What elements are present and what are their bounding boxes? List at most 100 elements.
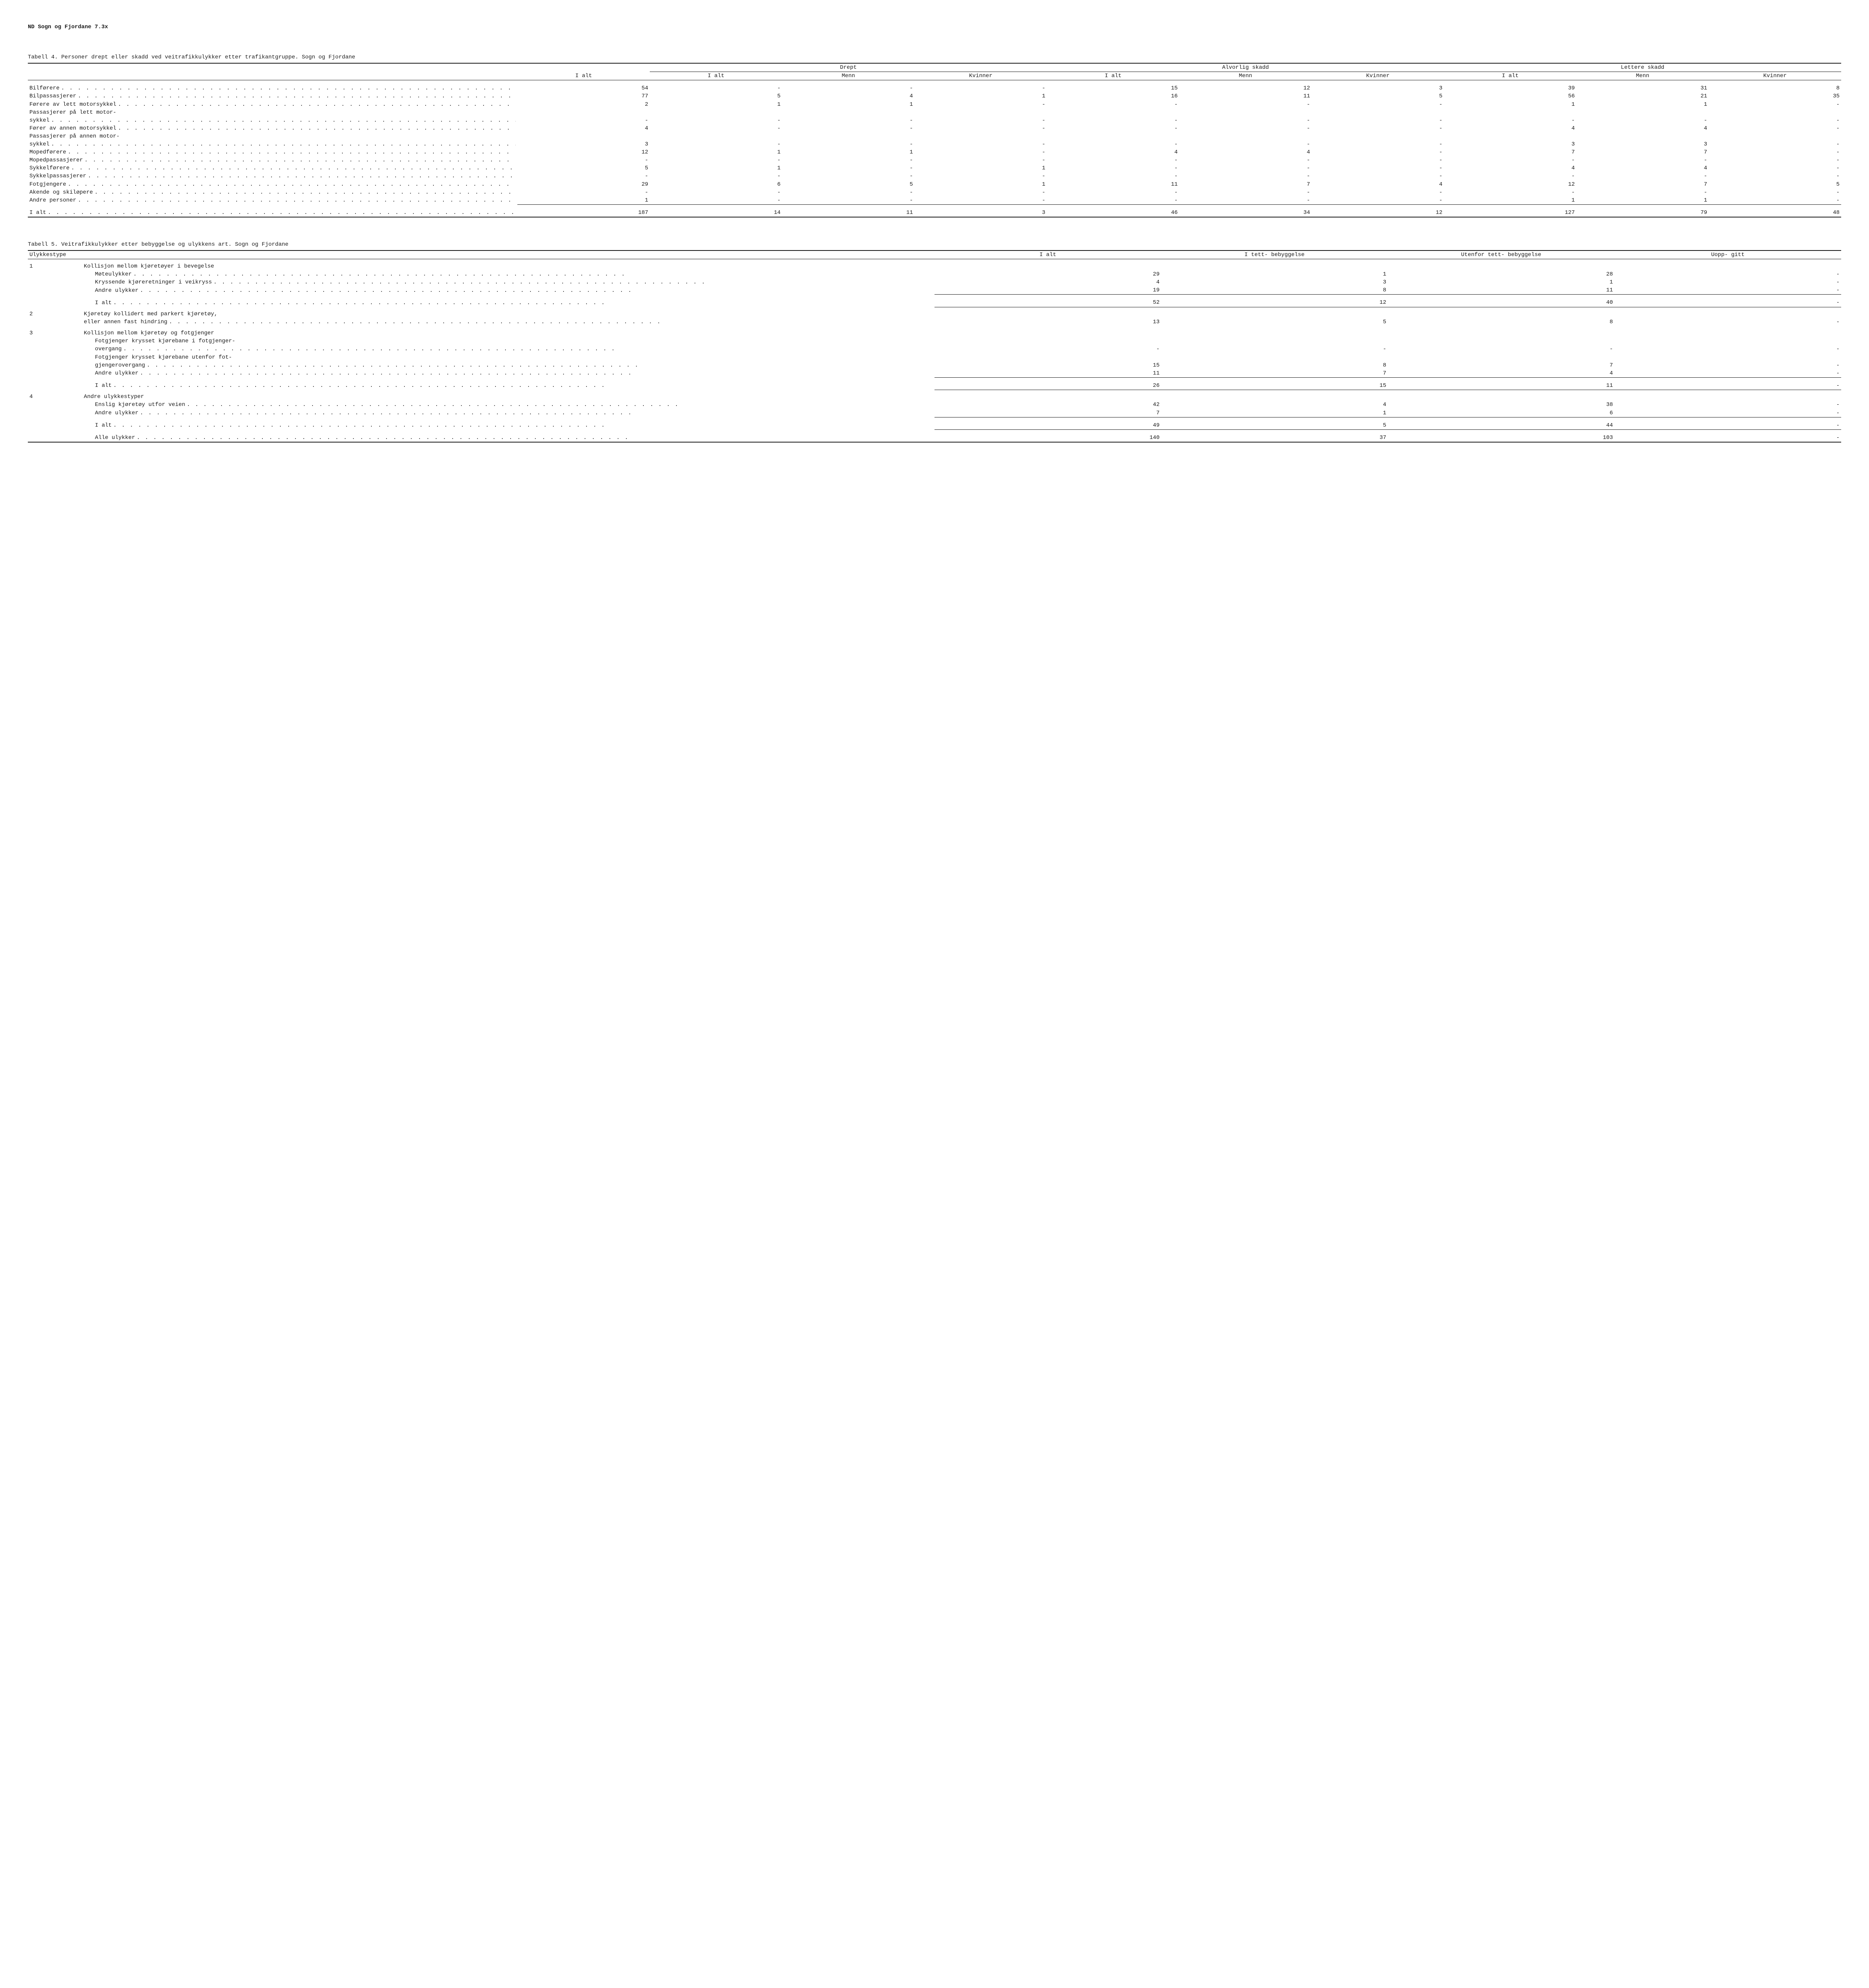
cell: - xyxy=(1709,188,1841,196)
cell: - xyxy=(1047,116,1179,124)
cell: - xyxy=(1614,401,1841,409)
t5-h-uopp: Uopp- gitt xyxy=(1614,250,1841,259)
table-row: Kryssende kjøreretninger i veikryss . . … xyxy=(28,278,1841,286)
cell: 54 xyxy=(517,84,650,92)
row-label: Sykkelpassasjerer . . . . . . . . . . . … xyxy=(28,172,517,180)
table4-total-row: I alt . . . . . . . . . . . . . . . . . … xyxy=(28,209,1841,217)
row-label: Møteulykker . . . . . . . . . . . . . . … xyxy=(82,270,934,278)
page-header: ND Sogn og Fjordane 7.3x xyxy=(28,24,1841,30)
t5-h-tett: I tett- bebyggelse xyxy=(1161,250,1388,259)
cell: 11 xyxy=(934,369,1161,378)
cell: 1 xyxy=(782,148,915,156)
table-row: Mopedpassasjerer . . . . . . . . . . . .… xyxy=(28,156,1841,164)
cell: 40 xyxy=(1388,299,1614,307)
table-row: Andre personer . . . . . . . . . . . . .… xyxy=(28,196,1841,205)
cell: - xyxy=(1614,434,1841,442)
cell: - xyxy=(1709,164,1841,172)
cell: - xyxy=(915,188,1047,196)
cell: 19 xyxy=(934,286,1161,295)
section-number xyxy=(28,286,82,295)
table5: Ulykkestype I alt I tett- bebyggelse Ute… xyxy=(28,250,1841,443)
section-number xyxy=(28,299,82,307)
cell: - xyxy=(650,140,782,148)
row-label: Bilpassasjerer . . . . . . . . . . . . .… xyxy=(28,92,517,100)
cell: 4 xyxy=(517,124,650,132)
subtotal-row: I alt . . . . . . . . . . . . . . . . . … xyxy=(28,421,1841,430)
cell: - xyxy=(1614,382,1841,390)
cell: - xyxy=(1311,124,1444,132)
cell: - xyxy=(1311,148,1444,156)
cell: 5 xyxy=(650,92,782,100)
cell: - xyxy=(782,140,915,148)
cell: - xyxy=(915,124,1047,132)
section-number xyxy=(28,345,82,353)
row-label: I alt . . . . . . . . . . . . . . . . . … xyxy=(82,421,934,430)
cell: 11 xyxy=(1388,382,1614,390)
section-number: 3 xyxy=(28,326,82,337)
t4-h-alvorlig: Alvorlig skadd xyxy=(1047,63,1444,72)
cell: 5 xyxy=(782,181,915,188)
cell: - xyxy=(517,172,650,180)
row-label: Sykkelførere . . . . . . . . . . . . . .… xyxy=(28,164,517,172)
table-row: Førere av lett motorsykkel . . . . . . .… xyxy=(28,101,1841,109)
cell: - xyxy=(1311,116,1444,124)
cell: 42 xyxy=(934,401,1161,409)
cell: - xyxy=(782,164,915,172)
cell: 7 xyxy=(1444,148,1576,156)
row-label: Andre ulykker . . . . . . . . . . . . . … xyxy=(82,286,934,295)
cell: 2 xyxy=(517,101,650,109)
cell: 7 xyxy=(1179,181,1312,188)
table-row: overgang . . . . . . . . . . . . . . . .… xyxy=(28,345,1841,353)
cell: 5 xyxy=(1161,318,1388,326)
row-label: Enslig kjøretøy utfor veien . . . . . . … xyxy=(82,401,934,409)
cell: 7 xyxy=(1388,361,1614,369)
cell: - xyxy=(915,116,1047,124)
table4-caption: Tabell 4. Personer drept eller skadd ved… xyxy=(28,54,1841,60)
t4-h-ialt: I alt xyxy=(517,63,650,80)
table4: I alt Drept Alvorlig skadd Lettere skadd… xyxy=(28,63,1841,217)
cell: 15 xyxy=(1047,84,1179,92)
row-label: Fotgjenger krysset kjørebane i fotgjenge… xyxy=(82,337,934,345)
cell: 4 xyxy=(1576,164,1709,172)
t4-sh-a-menn: Menn xyxy=(1179,72,1312,80)
cell: - xyxy=(1709,148,1841,156)
cell: 1 xyxy=(915,181,1047,188)
row-label: Passasjerer på lett motor- xyxy=(28,109,517,116)
cell: 1 xyxy=(650,164,782,172)
cell: - xyxy=(1179,116,1312,124)
row-label: Kollisjon mellom kjøretøy og fotgjenger xyxy=(82,326,934,337)
cell: - xyxy=(1047,196,1179,205)
cell: 3 xyxy=(1576,140,1709,148)
cell: - xyxy=(1047,156,1179,164)
cell: - xyxy=(1311,101,1444,109)
row-label: Fotgjengere . . . . . . . . . . . . . . … xyxy=(28,181,517,188)
table-row: 2Kjøretøy kollidert med parkert kjøretøy… xyxy=(28,307,1841,318)
cell: 1 xyxy=(517,196,650,205)
row-label: Kryssende kjøreretninger i veikryss . . … xyxy=(82,278,934,286)
cell: - xyxy=(1179,172,1312,180)
cell: 5 xyxy=(517,164,650,172)
cell: - xyxy=(1709,172,1841,180)
cell: 48 xyxy=(1709,209,1841,217)
cell: 7 xyxy=(934,409,1161,417)
cell: - xyxy=(1179,101,1312,109)
cell: 52 xyxy=(934,299,1161,307)
cell: - xyxy=(1311,196,1444,205)
cell: 14 xyxy=(650,209,782,217)
section-number: 1 xyxy=(28,259,82,271)
table-row: Fotgjengere . . . . . . . . . . . . . . … xyxy=(28,181,1841,188)
cell: 3 xyxy=(517,140,650,148)
cell: - xyxy=(1614,286,1841,295)
cell: - xyxy=(650,188,782,196)
section-number xyxy=(28,278,82,286)
cell: - xyxy=(1709,124,1841,132)
cell: - xyxy=(1444,116,1576,124)
cell: 28 xyxy=(1388,270,1614,278)
cell: 3 xyxy=(1444,140,1576,148)
cell: - xyxy=(1576,172,1709,180)
table4-head: I alt Drept Alvorlig skadd Lettere skadd… xyxy=(28,63,1841,80)
cell: 4 xyxy=(1444,124,1576,132)
section-title-row: 1Kollisjon mellom kjøretøyer i bevegelse xyxy=(28,259,1841,271)
cell: 187 xyxy=(517,209,650,217)
row-label: eller annen fast hindring . . . . . . . … xyxy=(82,318,934,326)
